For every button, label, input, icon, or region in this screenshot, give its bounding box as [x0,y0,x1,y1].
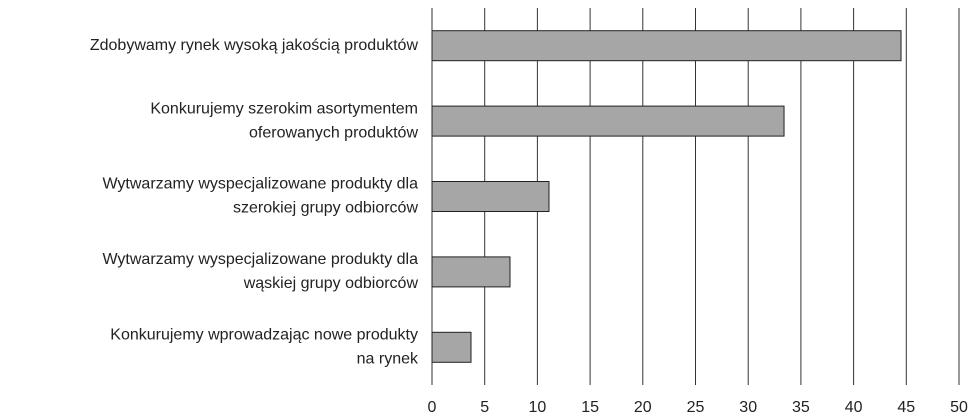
y-tick-label: wąskiej grupy odbiorców [243,275,419,292]
y-tick-label: Wytwarzamy wyspecjalizowane produkty dla [102,176,418,193]
bar [431,181,550,212]
bar [431,331,472,363]
x-tick-label: 35 [792,399,810,416]
x-tick-label: 15 [581,399,599,416]
y-tick-label: szerokiej grupy odbiorców [233,200,418,217]
y-tick-label: Konkurujemy szerokim asortymentem [150,100,418,117]
x-tick-label: 25 [687,399,705,416]
y-tick-label: na rynek [357,351,419,368]
bar [431,105,785,137]
x-tick-label: 40 [845,399,863,416]
x-tick-label: 50 [950,399,968,416]
y-tick-label: Zdobywamy rynek wysoką jakością produktó… [90,37,419,54]
bar [431,30,902,62]
y-tick-label: Wytwarzamy wyspecjalizowane produkty dla [102,251,418,268]
y-tick-label: Konkurujemy wprowadzając nowe produkty [110,327,418,344]
x-tick-label: 10 [529,399,547,416]
x-tick-label: 30 [739,399,757,416]
x-tick-label: 45 [897,399,915,416]
x-tick-label: 5 [480,399,489,416]
x-tick-label: 20 [634,399,652,416]
y-tick-label: oferowanych produktów [249,124,418,141]
x-tick-label: 0 [428,399,437,416]
bar [431,256,511,288]
